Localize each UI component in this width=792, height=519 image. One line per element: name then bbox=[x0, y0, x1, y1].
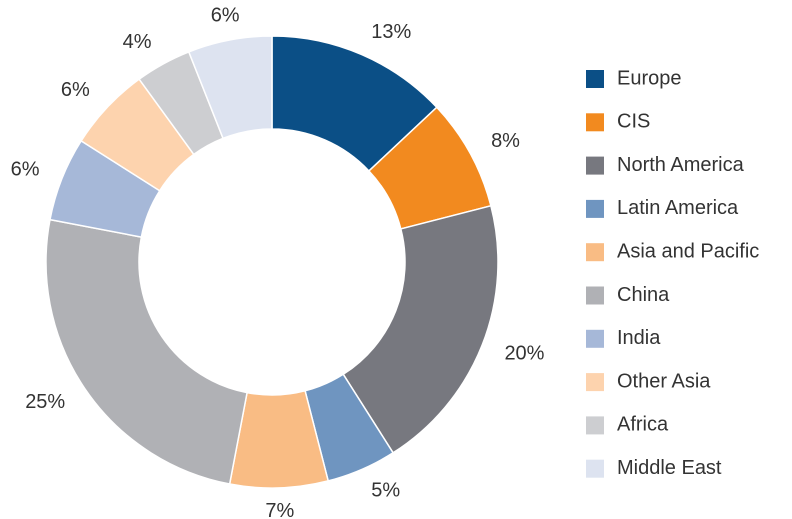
legend-label: India bbox=[617, 327, 661, 349]
legend-swatch bbox=[586, 373, 604, 392]
legend-swatch bbox=[586, 243, 604, 262]
legend-label: Asia and Pacific bbox=[617, 240, 759, 262]
value-label: 5% bbox=[371, 480, 400, 502]
legend-swatch bbox=[586, 459, 604, 478]
value-label: 13% bbox=[371, 21, 411, 43]
legend-swatch bbox=[586, 70, 604, 88]
legend-label: Other Asia bbox=[617, 370, 711, 392]
legend-swatch bbox=[586, 113, 604, 132]
value-label: 7% bbox=[265, 500, 294, 519]
value-label: 6% bbox=[61, 79, 90, 101]
legend-label: China bbox=[617, 284, 670, 306]
legend-label: North America bbox=[617, 154, 745, 176]
value-label: 20% bbox=[504, 342, 544, 364]
legend-swatch bbox=[586, 329, 604, 348]
donut-slice bbox=[187, 35, 273, 140]
legend-label: Africa bbox=[617, 414, 669, 436]
value-label: 8% bbox=[491, 130, 520, 152]
legend-swatch bbox=[586, 286, 604, 305]
legend-label: Latin America bbox=[617, 197, 739, 219]
donut-slice bbox=[45, 218, 248, 485]
value-label: 6% bbox=[11, 158, 40, 180]
value-label: 6% bbox=[211, 5, 240, 27]
legend-label: CIS bbox=[617, 111, 650, 133]
legend-swatch bbox=[586, 156, 604, 175]
legend-label: Middle East bbox=[617, 457, 722, 479]
donut-slice bbox=[342, 204, 499, 454]
legend-swatch bbox=[586, 416, 604, 435]
value-label: 25% bbox=[25, 391, 65, 413]
legend-swatch bbox=[586, 199, 604, 218]
value-label: 4% bbox=[123, 31, 152, 53]
legend-label: Europe bbox=[617, 67, 682, 89]
